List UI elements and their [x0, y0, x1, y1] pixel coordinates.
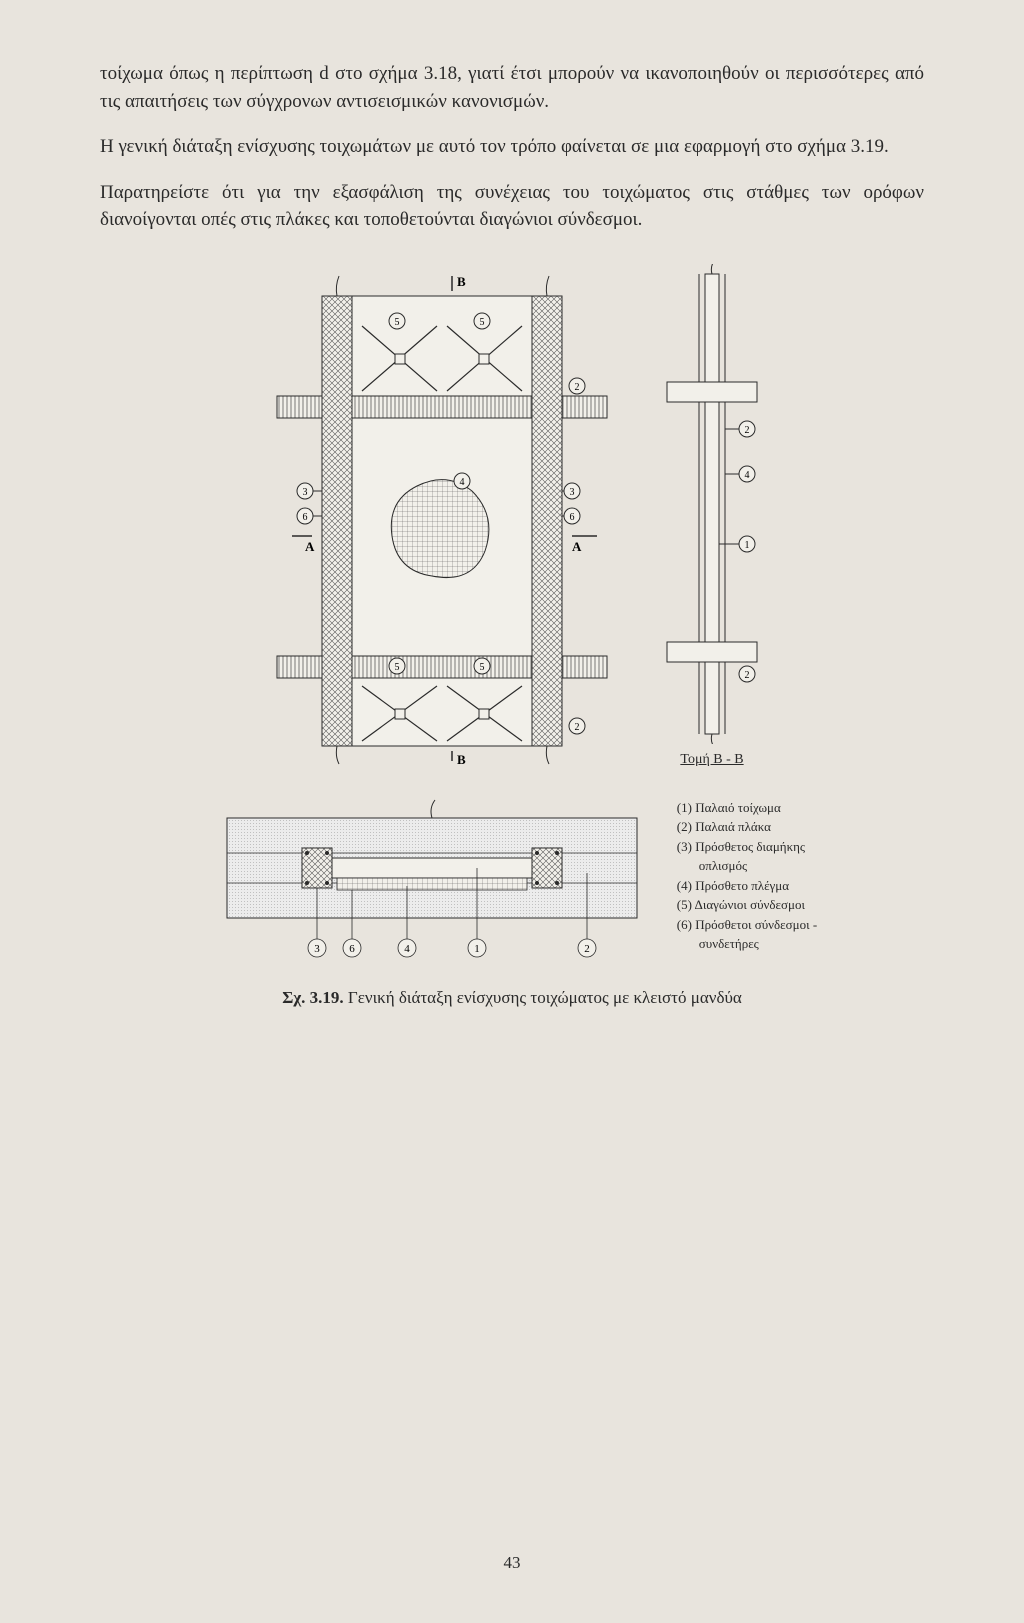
- svg-text:2: 2: [745, 670, 750, 681]
- legend-item-3b: οπλισμός: [677, 856, 817, 876]
- paragraph-1: τοίχωμα όπως η περίπτωση d στο σχήμα 3.1…: [100, 60, 924, 115]
- svg-text:5: 5: [395, 317, 400, 328]
- svg-text:1: 1: [474, 943, 480, 955]
- svg-text:5: 5: [480, 317, 485, 328]
- legend-item-4: (4) Πρόσθετο πλέγμα: [677, 876, 817, 896]
- legend-item-2: (2) Παλαιά πλάκα: [677, 817, 817, 837]
- legend-item-6b: συνδετήρες: [677, 934, 817, 954]
- svg-text:B: B: [457, 752, 466, 766]
- legend-item-1: (1) Παλαιό τοίχωμα: [677, 798, 817, 818]
- svg-text:A: A: [305, 539, 315, 554]
- elevation-and-section-bb: 5 5 5 5 4 2 2 3 6 3 6 A: [257, 264, 767, 768]
- svg-text:3: 3: [570, 487, 575, 498]
- svg-text:6: 6: [570, 512, 575, 523]
- figure-caption: Σχ. 3.19. Γενική διάταξη ενίσχυσης τοιχώ…: [282, 988, 742, 1008]
- section-bb-drawing: 2 4 1 2: [657, 264, 767, 744]
- section-aa-and-legend: 3 6 4 1 2 (1) Παλαιό τοίχωμα (2) Παλαιά …: [207, 798, 817, 968]
- svg-text:B: B: [457, 274, 466, 289]
- svg-text:2: 2: [745, 425, 750, 436]
- paragraph-2: Η γενική διάταξη ενίσχυσης τοιχωμάτων με…: [100, 133, 924, 161]
- svg-text:4: 4: [745, 470, 750, 481]
- section-bb-label: Τομή B - B: [680, 752, 743, 768]
- svg-text:2: 2: [575, 722, 580, 733]
- figure-legend: (1) Παλαιό τοίχωμα (2) Παλαιά πλάκα (3) …: [677, 798, 817, 954]
- paragraph-3: Παρατηρείστε ότι για την εξασφάλιση της …: [100, 179, 924, 234]
- page-number: 43: [0, 1553, 1024, 1573]
- legend-item-3: (3) Πρόσθετος διαμήκης: [677, 837, 817, 857]
- section-aa-drawing: 3 6 4 1 2: [207, 798, 657, 968]
- svg-text:4: 4: [460, 477, 465, 488]
- svg-text:5: 5: [395, 662, 400, 673]
- elevation-drawing: 5 5 5 5 4 2 2 3 6 3 6 A: [257, 266, 627, 766]
- svg-text:3: 3: [314, 943, 320, 955]
- svg-text:4: 4: [404, 943, 410, 955]
- legend-item-5: (5) Διαγώνιοι σύνδεσμοι: [677, 895, 817, 915]
- svg-text:1: 1: [745, 540, 750, 551]
- svg-text:6: 6: [349, 943, 355, 955]
- svg-text:2: 2: [584, 943, 590, 955]
- legend-item-6: (6) Πρόσθετοι σύνδεσμοι -: [677, 915, 817, 935]
- svg-text:3: 3: [303, 487, 308, 498]
- figure-3-19: 5 5 5 5 4 2 2 3 6 3 6 A: [100, 264, 924, 1008]
- svg-text:5: 5: [480, 662, 485, 673]
- svg-text:6: 6: [303, 512, 308, 523]
- section-bb-container: 2 4 1 2 Τομή B - B: [657, 264, 767, 768]
- caption-text: Γενική διάταξη ενίσχυσης τοιχώματος με κ…: [344, 988, 742, 1007]
- svg-text:2: 2: [575, 382, 580, 393]
- svg-text:A: A: [572, 539, 582, 554]
- caption-prefix: Σχ. 3.19.: [282, 988, 343, 1007]
